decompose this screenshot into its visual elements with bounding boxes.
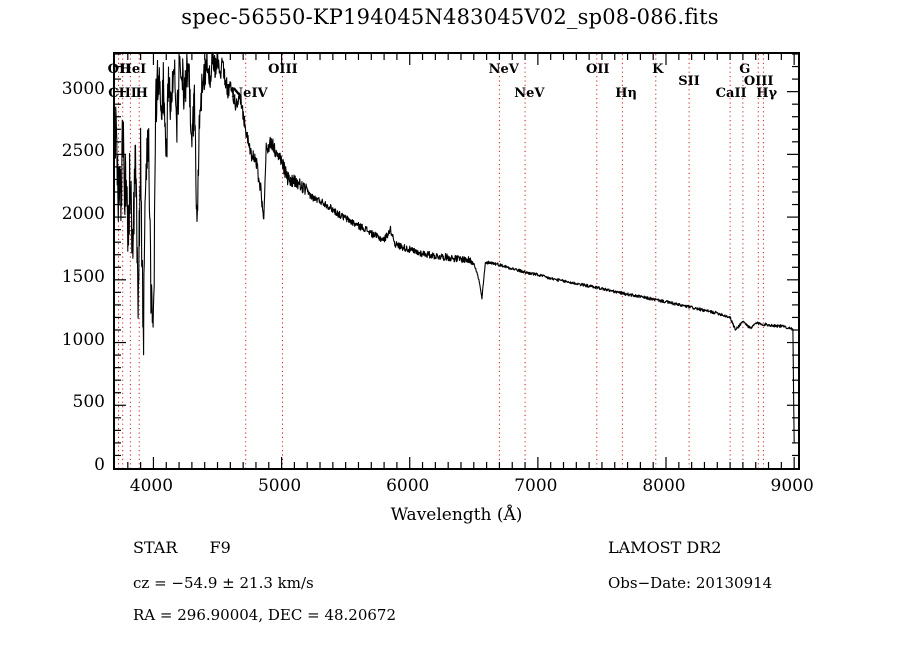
- line-label-OII: OII: [107, 62, 132, 77]
- line-label-SII: SII: [678, 74, 700, 89]
- spectrum-curve: [115, 54, 795, 443]
- line-label-OIII-r: OIII: [743, 74, 774, 89]
- x-tick-label-4000: 4000: [129, 476, 174, 496]
- line-label-NeV-b: NeV: [514, 86, 545, 101]
- line-label-H: H: [135, 86, 148, 101]
- line-label-CaII: CaII: [715, 86, 747, 101]
- axis-tick-group: [115, 54, 798, 468]
- line-label-CIII: CIII: [108, 86, 137, 101]
- x-axis-label: Wavelength (Å): [390, 505, 523, 525]
- y-tick-label-500: 500: [72, 392, 105, 413]
- line-label-OII-r: OII: [586, 62, 610, 77]
- line-label-HeI: HeI: [119, 62, 147, 77]
- obs-date: Obs−Date: 20130914: [608, 574, 773, 592]
- x-tick-label-5000: 5000: [257, 476, 302, 496]
- x-tick-label-8000: 8000: [642, 476, 686, 496]
- page-title: spec-56550-KP194045N483045V02_sp08-086.f…: [181, 5, 719, 29]
- line-label-Hgamma: Hγ: [756, 86, 778, 101]
- survey-label: LAMOST DR2: [608, 538, 722, 557]
- spectrum-canvas: [115, 54, 798, 468]
- coordinates: RA = 296.90004, DEC = 48.20672: [133, 606, 397, 624]
- plot-frame: [113, 52, 800, 470]
- y-tick-label-1000: 1000: [61, 329, 105, 350]
- line-label-Heta: Hη: [615, 86, 637, 101]
- cz-value: cz = −54.9 ± 21.3 km/s: [133, 574, 314, 592]
- x-tick-label-9000: 9000: [770, 476, 814, 496]
- line-label-NeV-a: NeV: [488, 62, 519, 77]
- y-tick-label-2000: 2000: [61, 204, 105, 225]
- spectral-class: F9: [209, 538, 231, 557]
- y-tick-label-3000: 3000: [61, 78, 105, 99]
- line-label-OIII: OIII: [268, 62, 298, 77]
- object-type-label: STAR F9: [133, 538, 231, 557]
- x-tick-label-7000: 7000: [514, 476, 558, 496]
- y-tick-label-2500: 2500: [61, 141, 105, 162]
- y-tick-label-0: 0: [94, 455, 105, 475]
- line-label-NeIV: NeIV: [231, 86, 268, 101]
- line-label-G: G: [739, 62, 751, 77]
- y-tick-label-1500: 1500: [61, 266, 105, 287]
- line-marker-group: [118, 54, 764, 468]
- line-label-K: K: [652, 62, 664, 77]
- object-type: STAR: [133, 538, 178, 557]
- x-tick-label-6000: 6000: [386, 476, 430, 496]
